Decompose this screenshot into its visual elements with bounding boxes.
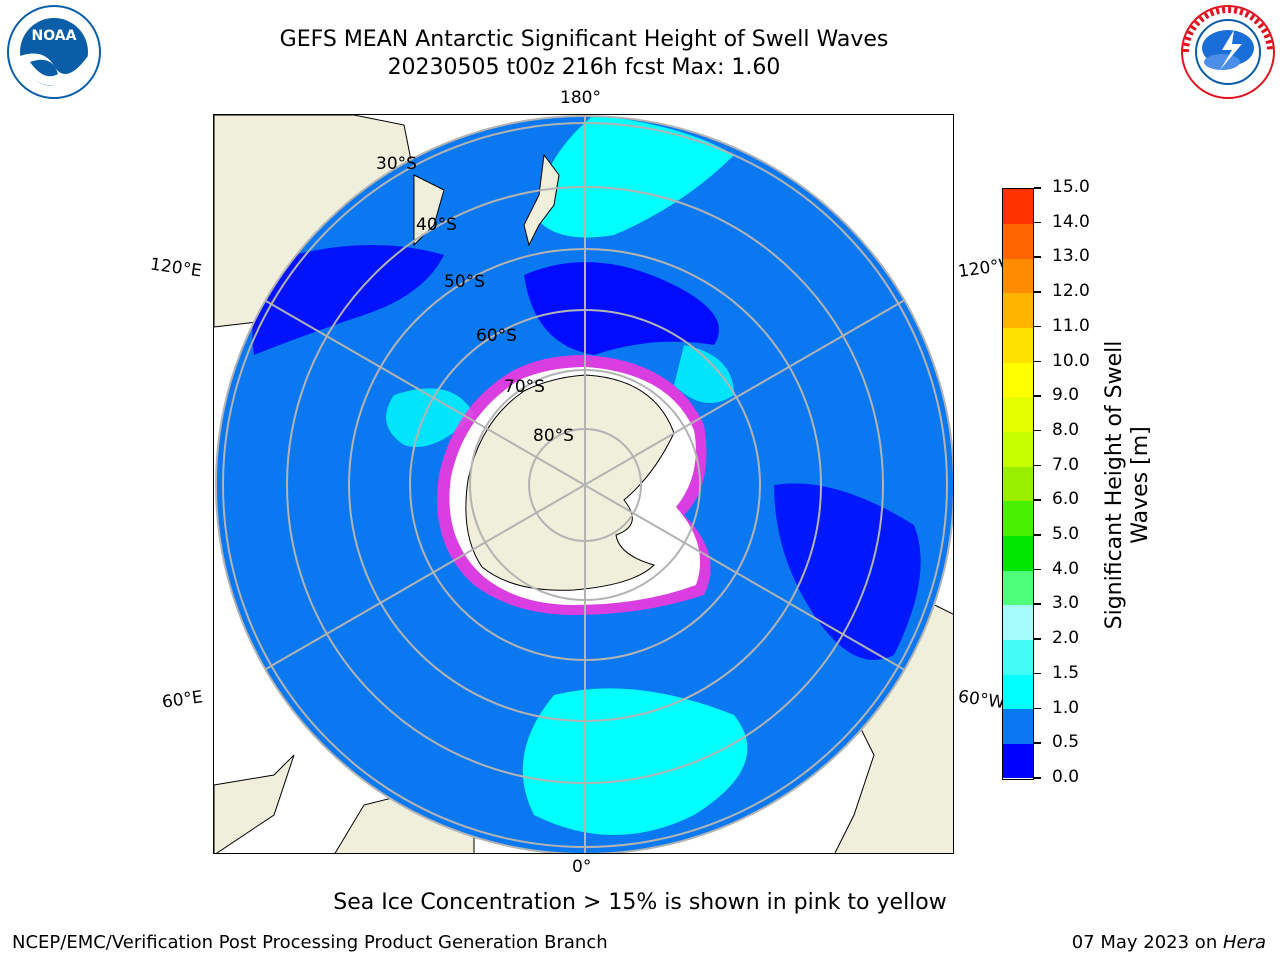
graticule [216,116,953,853]
colorbar-segment [1003,535,1033,571]
colorbar-tick-label: 12.0 [1052,281,1090,302]
colorbar-segment [1003,743,1033,779]
colorbar-tick-label: 11.0 [1052,315,1090,336]
colorbar-segment [1003,708,1033,744]
colorbar-tick-mark [1034,291,1041,293]
lon-label-top: 180° [560,88,601,108]
colorbar-tick-label: 6.0 [1052,489,1080,510]
colorbar-tick-label: 13.0 [1052,246,1090,267]
footer-left: NCEP/EMC/Verification Post Processing Pr… [12,932,608,953]
colorbar-tick-mark [1034,360,1041,363]
colorbar-tick-mark [1034,325,1041,328]
colorbar-segment [1003,223,1033,259]
lat-label: 70°S [504,377,545,397]
lat-label: 50°S [444,272,485,292]
noaa-logo-text: NOAA [32,28,77,44]
colorbar-segment [1003,327,1033,363]
colorbar-label: Significant Height of Swell Waves [m] [1102,341,1154,630]
lat-label: 30°S [376,154,417,174]
colorbar-segment [1003,292,1033,329]
colorbar-tick-label: 0.5 [1052,732,1080,753]
colorbar-tick-mark [1034,638,1041,640]
colorbar-segment [1003,466,1033,502]
colorbar-tick-mark [1034,568,1041,571]
colorbar-tick-mark [1034,672,1041,675]
colorbar-tick-mark [1034,464,1041,467]
colorbar-tick-mark [1034,187,1041,189]
colorbar-segment [1003,189,1033,225]
title-line-1: GEFS MEAN Antarctic Significant Height o… [279,27,889,52]
footer-host: Hera [1222,932,1266,953]
colorbar-segment [1003,431,1033,467]
colorbar-tick-label: 1.5 [1052,662,1080,683]
colorbar-tick-label: 2.0 [1052,628,1080,649]
lon-label-120e: 120°E [148,254,203,282]
colorbar-tick-mark [1034,742,1041,744]
colorbar-segment [1003,500,1033,536]
colorbar-tick-label: 0.0 [1052,767,1080,787]
lat-label: 80°S [533,426,574,446]
colorbar-tick-label: 4.0 [1052,558,1080,579]
polar-map: 30°S 40°S 50°S 60°S 70°S 80°S [213,114,954,854]
lat-label: 60°S [476,326,517,346]
colorbar-tick-mark [1034,534,1041,536]
colorbar-tick-label: 7.0 [1052,454,1080,475]
noaa-logo: NOAA [4,4,104,100]
colorbar-tick-mark [1034,429,1041,432]
colorbar-tick-label: 3.0 [1052,593,1080,614]
colorbar-tick-label: 1.0 [1052,697,1080,718]
lon-label-60w: 60°W [956,686,1007,714]
colorbar-tick-label: 9.0 [1052,385,1080,406]
colorbar-tick-mark [1034,603,1041,605]
colorbar-tick-label: 8.0 [1052,419,1080,440]
colorbar-tick-label: 5.0 [1052,524,1080,545]
title-line-2: 20230505 t00z 216h fcst Max: 1.60 [387,55,781,80]
colorbar-tick-label: 14.0 [1052,211,1090,232]
colorbar-tick-label: 10.0 [1052,350,1090,371]
colorbar-tick-mark [1034,777,1041,779]
lon-label-60e: 60°E [160,687,205,713]
colorbar-segment [1003,674,1033,710]
footer-right: 07 May 2023 on Hera [1072,932,1266,953]
colorbar-tick-mark [1034,395,1041,397]
colorbar-segment [1003,604,1033,640]
colorbar-tick-mark [1034,499,1041,501]
colorbar-tick-mark [1034,221,1041,224]
lon-label-bottom: 0° [572,857,592,877]
colorbar-label-line2: Waves [m] [1128,426,1153,544]
nws-logo [1178,4,1278,100]
colorbar-segment [1003,396,1033,433]
colorbar-segment [1003,639,1033,675]
caption: Sea Ice Concentration > 15% is shown in … [333,890,947,915]
colorbar-segment [1003,362,1033,398]
colorbar [1002,188,1034,780]
colorbar-tick-mark [1034,707,1041,710]
colorbar-tick-label: 15.0 [1052,177,1090,197]
colorbar-segment [1003,570,1033,606]
colorbar-tick-mark [1034,256,1041,258]
colorbar-segment [1003,258,1033,294]
colorbar-label-line1: Significant Height of Swell [1102,340,1127,630]
footer-date: 07 May 2023 on [1071,932,1223,953]
lat-label: 40°S [416,215,457,235]
